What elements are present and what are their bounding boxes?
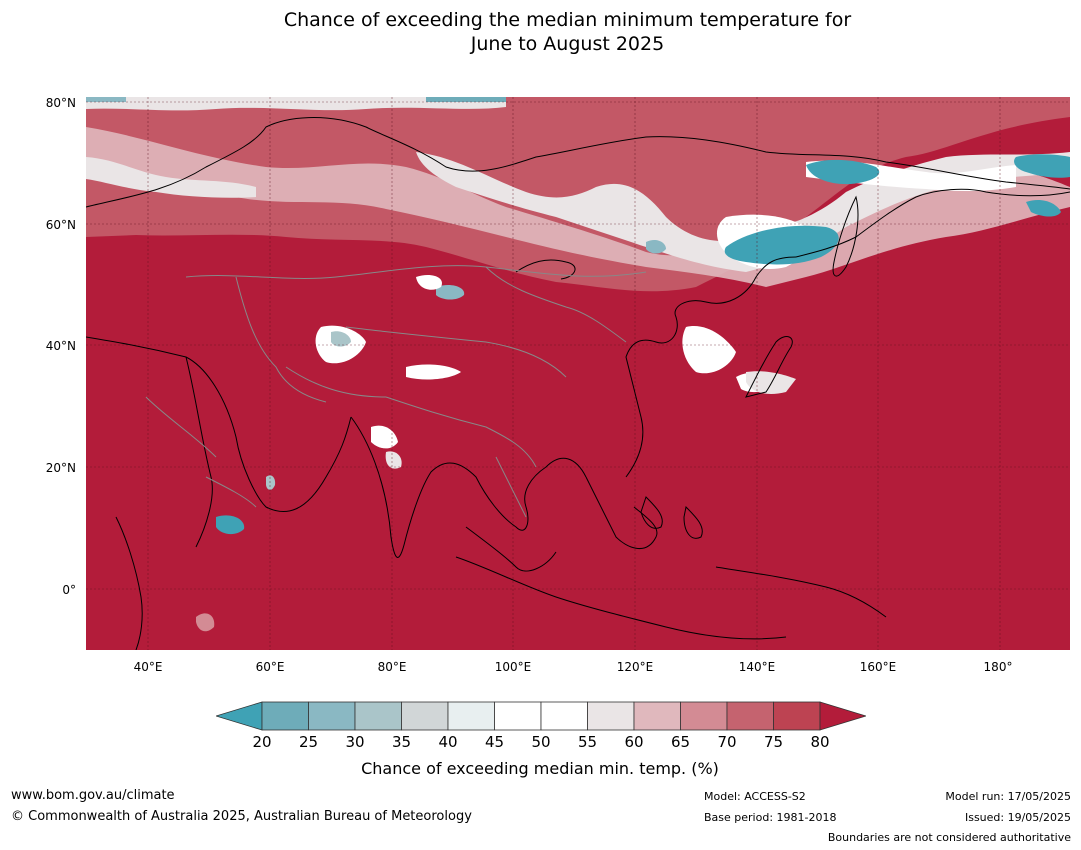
colorbar-tick-label: 75 [763, 733, 784, 751]
model-name: Model: ACCESS-S2 [704, 790, 806, 803]
coastlines [86, 117, 1070, 650]
colorbar-tick-label: 80 [810, 733, 830, 751]
colorbar-label: Chance of exceeding median min. temp. (%… [361, 759, 719, 778]
colorbar-tick-label: 45 [484, 733, 505, 751]
lat-label-60n: 60°N [45, 218, 76, 232]
forecast-map [86, 97, 1070, 650]
colorbar-upper-extension [819, 701, 868, 731]
colorbar [214, 700, 868, 732]
lon-label-100e: 100°E [494, 660, 532, 674]
colorbar-lower-extension [214, 701, 263, 731]
colorbar-graphic [214, 701, 868, 731]
colorbar-segment [680, 701, 728, 731]
title-line-2: June to August 2025 [470, 33, 665, 55]
issued-date: Issued: 19/05/2025 [964, 811, 1071, 824]
map-canvas [86, 97, 1070, 650]
colorbar-tick-label: 65 [670, 733, 691, 751]
lon-label-60e: 60°E [255, 660, 285, 674]
lon-label-40e: 40°E [133, 660, 163, 674]
colorbar-segment [261, 701, 309, 731]
title-line-1: Chance of exceeding the median minimum t… [283, 9, 852, 31]
copyright-notice: © Commonwealth of Australia 2025, Austra… [11, 809, 472, 824]
colorbar-segment [773, 701, 821, 731]
lon-label-180: 180° [983, 660, 1013, 674]
colorbar-tick-label: 40 [438, 733, 458, 751]
colorbar-tick-label: 70 [717, 733, 737, 751]
colorbar-segment [540, 701, 588, 731]
lon-label-80e: 80°E [377, 660, 407, 674]
colorbar-tick-label: 30 [345, 733, 365, 751]
near-median-patches [196, 275, 796, 632]
lon-label-140e: 140°E [738, 660, 776, 674]
graticule [86, 97, 1070, 650]
base-period: Base period: 1981-2018 [704, 811, 837, 824]
colorbar-tick-label: 60 [624, 733, 644, 751]
colorbar-segment [587, 701, 635, 731]
country-borders [145, 265, 647, 518]
colorbar-segment [633, 701, 681, 731]
website-link[interactable]: www.bom.gov.au/climate [11, 788, 175, 803]
colorbar-tick-label: 25 [298, 733, 319, 751]
colorbar-segment [354, 701, 402, 731]
lon-label-120e: 120°E [616, 660, 654, 674]
model-run-date: Model run: 17/05/2025 [945, 790, 1071, 803]
lat-label-20n: 20°N [45, 461, 76, 475]
colorbar-segment [447, 701, 495, 731]
lat-label-40n: 40°N [45, 339, 76, 353]
low-probability-areas [86, 97, 1070, 300]
map-title: Chance of exceeding the median minimum t… [0, 8, 1081, 56]
lat-label-80n: 80°N [45, 96, 76, 110]
colorbar-tick-label: 55 [577, 733, 598, 751]
colorbar-segment [726, 701, 774, 731]
colorbar-segment [494, 701, 542, 731]
lat-label-0: 0° [62, 583, 76, 597]
lon-label-160e: 160°E [859, 660, 897, 674]
colorbar-segment [401, 701, 449, 731]
colorbar-tick-label: 20 [252, 733, 272, 751]
colorbar-segment [308, 701, 356, 731]
boundaries-disclaimer: Boundaries are not considered authoritat… [827, 831, 1071, 844]
colorbar-tick-label: 35 [391, 733, 412, 751]
colorbar-tick-label: 50 [531, 733, 551, 751]
